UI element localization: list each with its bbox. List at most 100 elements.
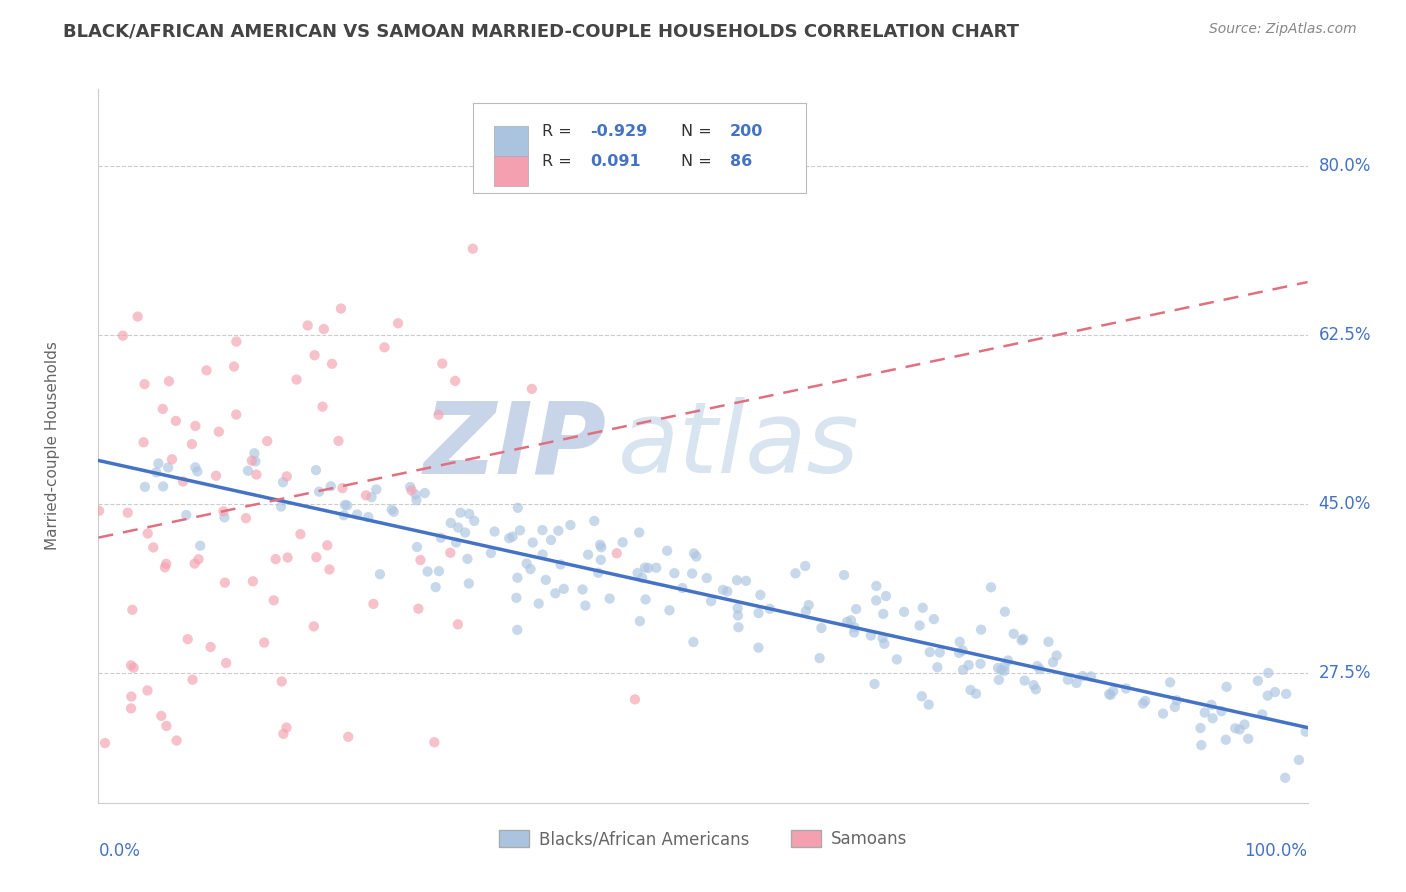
Point: [1201, 711, 1223, 725]
Point: [671, 581, 693, 595]
Point: [576, 548, 599, 562]
Point: [243, 446, 266, 460]
Point: [373, 340, 395, 354]
Point: [1257, 689, 1279, 703]
Point: [401, 483, 423, 498]
Point: [425, 580, 447, 594]
Point: [583, 514, 606, 528]
Point: [872, 631, 894, 645]
Point: [308, 484, 330, 499]
Point: [994, 659, 1017, 673]
Point: [749, 588, 772, 602]
Point: [212, 504, 235, 518]
Point: [872, 607, 894, 621]
Point: [188, 539, 211, 553]
Point: [183, 557, 205, 571]
Point: [716, 584, 738, 599]
Point: [1251, 707, 1274, 722]
Text: 0.0%: 0.0%: [98, 842, 141, 860]
Point: [172, 475, 194, 489]
Point: [354, 488, 377, 502]
Point: [586, 566, 609, 580]
Point: [242, 574, 264, 589]
Point: [927, 660, 949, 674]
Point: [1102, 684, 1125, 698]
Point: [550, 558, 572, 572]
Text: N =: N =: [682, 153, 723, 169]
Point: [290, 527, 312, 541]
Point: [454, 525, 477, 540]
Point: [256, 434, 278, 449]
Text: Married-couple Households: Married-couple Households: [45, 342, 60, 550]
Point: [273, 727, 295, 741]
Point: [911, 600, 934, 615]
Point: [865, 579, 887, 593]
Text: 80.0%: 80.0%: [1319, 157, 1371, 176]
Point: [430, 531, 453, 545]
Point: [1164, 700, 1187, 714]
Point: [599, 591, 621, 606]
Point: [987, 673, 1010, 687]
Point: [447, 520, 470, 534]
Text: atlas: atlas: [619, 398, 860, 494]
Point: [505, 591, 527, 605]
Point: [1011, 633, 1033, 648]
Point: [444, 374, 467, 388]
Point: [111, 328, 134, 343]
Point: [318, 562, 340, 576]
Point: [948, 646, 970, 660]
Text: R =: R =: [543, 153, 582, 169]
Point: [655, 543, 678, 558]
Point: [725, 573, 748, 587]
Point: [253, 635, 276, 649]
Point: [522, 535, 544, 549]
FancyBboxPatch shape: [474, 103, 806, 193]
Point: [664, 566, 686, 581]
Point: [150, 709, 173, 723]
Point: [628, 614, 651, 628]
Point: [832, 568, 855, 582]
Point: [153, 560, 176, 574]
Point: [225, 334, 247, 349]
Point: [970, 623, 993, 637]
Point: [332, 481, 354, 495]
Point: [1257, 665, 1279, 680]
Point: [1233, 717, 1256, 731]
Point: [427, 564, 450, 578]
Point: [316, 538, 339, 552]
Point: [427, 408, 450, 422]
Point: [413, 486, 436, 500]
Point: [381, 502, 404, 516]
Point: [136, 683, 159, 698]
Point: [865, 593, 887, 607]
Point: [758, 602, 780, 616]
Point: [797, 598, 820, 612]
Point: [1071, 669, 1094, 683]
Point: [270, 674, 292, 689]
Point: [1159, 675, 1181, 690]
Point: [844, 620, 866, 634]
Point: [222, 359, 245, 374]
Point: [120, 701, 142, 715]
Point: [305, 463, 328, 477]
Point: [1029, 662, 1052, 676]
Point: [645, 560, 668, 574]
Point: [928, 646, 950, 660]
Point: [157, 374, 180, 388]
Point: [835, 615, 858, 629]
Point: [145, 465, 167, 479]
Point: [1237, 731, 1260, 746]
Point: [700, 594, 723, 608]
Point: [560, 518, 582, 533]
Point: [276, 469, 298, 483]
Point: [1189, 721, 1212, 735]
Point: [180, 437, 202, 451]
Point: [993, 664, 1015, 678]
Point: [187, 552, 209, 566]
Point: [181, 673, 204, 687]
Point: [120, 690, 142, 704]
Point: [1166, 693, 1188, 707]
Point: [245, 467, 267, 482]
Point: [634, 592, 657, 607]
Point: [205, 468, 228, 483]
